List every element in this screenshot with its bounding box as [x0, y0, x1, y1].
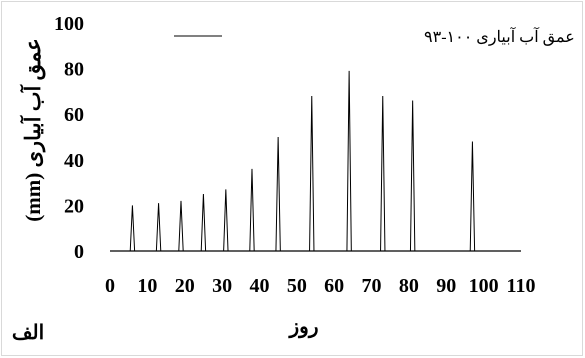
x-tick-label: 40 — [249, 275, 269, 297]
x-tick-label: 50 — [287, 275, 307, 297]
x-tick-label: 70 — [362, 275, 382, 297]
ticks: 0 20 40 60 80 100 0 10 20 30 40 50 60 70 80 90 100 110 — [54, 13, 535, 297]
x-tick-label: 20 — [175, 275, 195, 297]
x-tick-label: 110 — [507, 275, 536, 297]
y-tick-label: 40 — [64, 150, 84, 172]
irrigation-spike — [178, 200, 184, 252]
y-tick-label: 60 — [64, 104, 84, 126]
x-tick-label: 100 — [469, 275, 499, 297]
irrigation-spike — [223, 189, 229, 252]
irrigation-spike — [380, 95, 386, 252]
irrigation-spike — [275, 136, 281, 252]
irrigation-spike — [200, 193, 207, 252]
panel-label: الف — [12, 322, 44, 344]
y-axis-label: عمق آب آبیاری (mm) — [19, 38, 46, 222]
x-tick-label: 80 — [399, 275, 419, 297]
x-tick-label: 90 — [436, 275, 456, 297]
x-tick-label: 60 — [324, 275, 344, 297]
irrigation-spike — [129, 205, 136, 252]
y-tick-label: 20 — [64, 195, 84, 217]
legend: عمق آب آبیاری ۱۰۰-۹۳ — [174, 26, 575, 46]
irrigation-spike — [249, 168, 255, 252]
y-tick-label: 80 — [64, 59, 84, 81]
irrigation-spike — [409, 100, 416, 252]
irrigation-spike — [309, 95, 315, 252]
x-tick-label: 30 — [212, 275, 232, 297]
series-layer — [129, 70, 476, 252]
irrigation-spike — [469, 141, 476, 252]
y-tick-label: 0 — [74, 241, 84, 263]
legend-series-label: عمق آب آبیاری ۱۰۰-۹۳ — [424, 26, 575, 46]
irrigation-spike — [346, 70, 352, 252]
y-tick-label: 100 — [54, 13, 84, 35]
x-tick-label: 0 — [105, 275, 115, 297]
x-tick-label: 10 — [137, 275, 157, 297]
x-axis-label: روز — [288, 316, 319, 339]
irrigation-spike — [155, 203, 162, 252]
